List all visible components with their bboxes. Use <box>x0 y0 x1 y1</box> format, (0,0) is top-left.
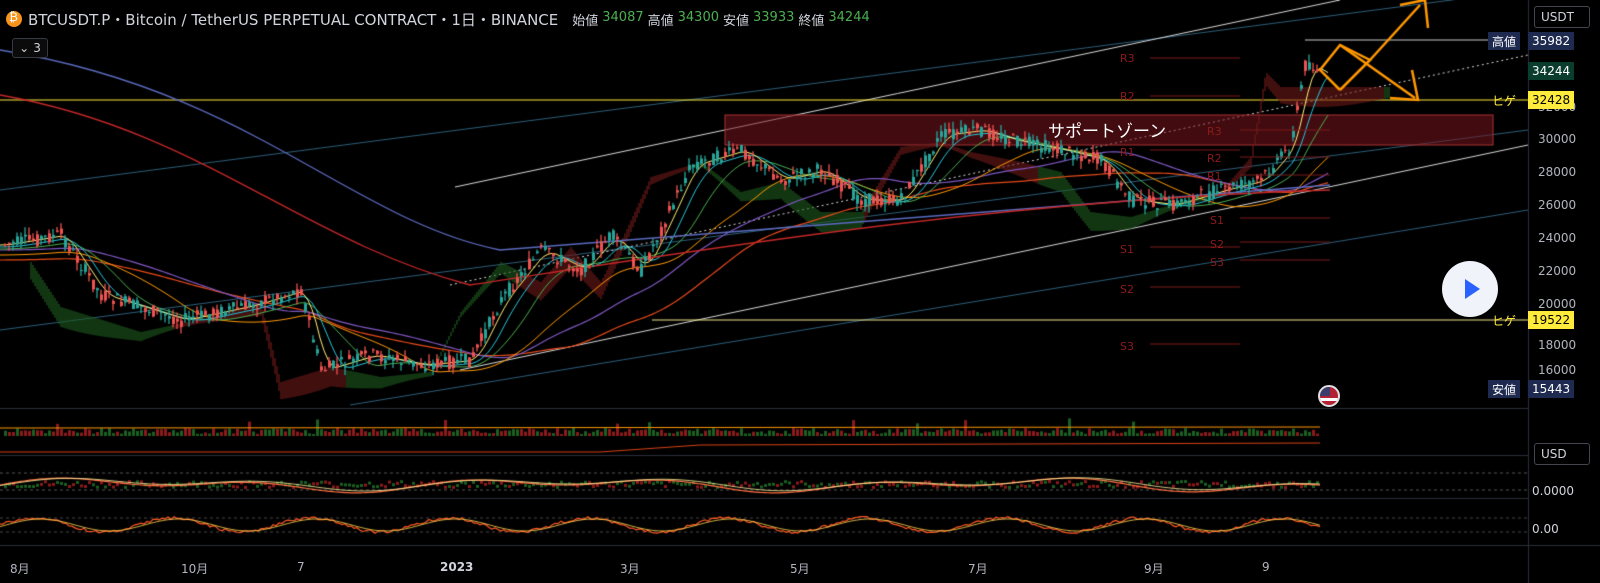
y-tick: 26000 <box>1538 198 1577 212</box>
currency-selector-button[interactable]: USDT <box>1534 6 1590 28</box>
x-tick-year: 2023 <box>440 560 474 574</box>
y-tick: 20000 <box>1538 297 1577 311</box>
pivot-label: R2 <box>1207 152 1222 165</box>
x-tick: 9月 <box>1144 562 1164 576</box>
ohlc-open-label: 始値 <box>572 13 599 29</box>
ohlc-readout: 始値 34087 高値 34300 安値 33933 終値 34244 <box>572 10 870 29</box>
low-price-tag: 15443 <box>1528 380 1574 398</box>
pivot-label: R1 <box>1207 170 1222 183</box>
pivot-label: R2 <box>1120 90 1135 103</box>
pivot-label: S2 <box>1120 283 1134 296</box>
x-tick: 8月 <box>10 562 30 576</box>
y-tick: 24000 <box>1538 231 1577 245</box>
x-tick: 9 <box>1262 560 1270 574</box>
support-zone-label: サポートゾーン <box>1048 122 1167 142</box>
low-label-tag: 安値 <box>1488 380 1521 398</box>
symbol-header[interactable]: BTCUSDT.P・Bitcoin / TetherUS PERPETUAL C… <box>6 8 870 30</box>
high-price-tag: 35982 <box>1528 32 1574 50</box>
y-tick: 28000 <box>1538 165 1577 179</box>
play-icon <box>1465 279 1480 299</box>
ohlc-low-value: 33933 <box>753 9 795 25</box>
x-tick: 7月 <box>968 562 988 576</box>
pivot-label: S2 <box>1210 238 1224 251</box>
ohlc-high-label: 高値 <box>647 13 674 29</box>
pivot-label: S1 <box>1120 243 1134 256</box>
last-price-tag: 34244 <box>1528 62 1574 80</box>
pivot-label: S1 <box>1210 214 1224 227</box>
indicators-toggle-button[interactable]: ⌄ 3 <box>12 38 48 58</box>
ohlc-low-label: 安値 <box>723 13 750 29</box>
x-tick: 10月 <box>181 562 209 576</box>
ohlc-close-label: 終値 <box>798 13 825 29</box>
high-label-tag: 高値 <box>1488 32 1521 50</box>
play-video-button[interactable] <box>1442 261 1498 317</box>
chevron-down-icon: ⌄ <box>19 41 30 55</box>
pivot-label: R3 <box>1120 52 1135 65</box>
wick-upper-tag: 32428 <box>1528 91 1574 109</box>
osc2-value: 0.00 <box>1532 522 1559 536</box>
volume-currency-button[interactable]: USD <box>1534 443 1590 465</box>
ohlc-close-value: 34244 <box>828 9 870 25</box>
wick-lower-tag: 19522 <box>1528 311 1574 329</box>
y-tick: 18000 <box>1538 338 1577 352</box>
y-tick: 30000 <box>1538 132 1577 146</box>
osc1-value: 0.0000 <box>1532 484 1574 498</box>
symbol-title: BTCUSDT.P・Bitcoin / TetherUS PERPETUAL C… <box>28 10 559 29</box>
pivot-label: S3 <box>1210 256 1224 269</box>
ohlc-open-value: 34087 <box>602 9 644 25</box>
y-tick: 16000 <box>1538 363 1577 377</box>
x-tick: 3月 <box>620 562 640 576</box>
pivot-label: R3 <box>1207 125 1222 138</box>
us-flag-event-icon[interactable] <box>1318 385 1340 407</box>
pivot-label: S3 <box>1120 340 1134 353</box>
x-tick: 7 <box>297 560 305 574</box>
y-tick: 22000 <box>1538 264 1577 278</box>
pivot-label: R1 <box>1120 146 1135 159</box>
x-tick: 5月 <box>790 562 810 576</box>
wick-upper-label: ヒゲ <box>1492 93 1517 108</box>
wick-lower-label: ヒゲ <box>1492 313 1517 328</box>
indicator-count: 3 <box>33 41 41 55</box>
bitcoin-icon <box>6 10 22 27</box>
ohlc-high-value: 34300 <box>677 9 719 25</box>
